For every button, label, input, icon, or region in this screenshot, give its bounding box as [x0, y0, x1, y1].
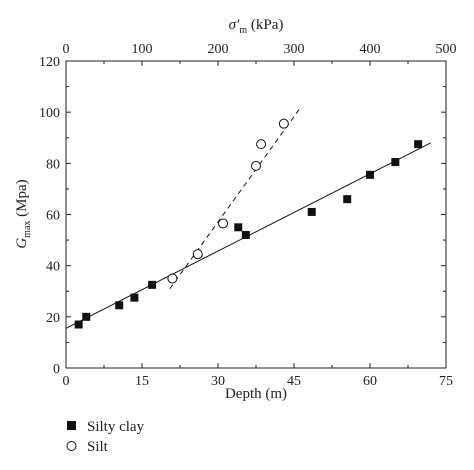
fit-lines	[65, 109, 432, 329]
silt-point	[192, 249, 203, 260]
legend-marker-silty-clay	[67, 421, 76, 430]
top-x-axis-title-unit: (kPa)	[247, 17, 283, 33]
top-x-tick-label: 500	[436, 42, 457, 57]
silt-point	[251, 160, 261, 171]
silty-clay-point	[115, 301, 124, 310]
top-x-axis-title-main: σ′	[229, 17, 240, 33]
silt-point	[278, 118, 289, 129]
silty-clay-point	[148, 280, 157, 289]
x-axis-title: Depth (m)	[225, 386, 287, 402]
silty-clay-point	[130, 293, 139, 302]
y-axis-title-unit: (Mpa)	[14, 179, 30, 220]
y-tick-label: 20	[46, 311, 60, 326]
silty-clay-point	[234, 223, 243, 232]
silty-clay-point	[82, 312, 91, 321]
x-tick-label: 0	[63, 374, 70, 389]
silt-point	[167, 273, 178, 284]
silty-clay-point	[414, 140, 423, 149]
top-x-axis-title: σ′m (kPa)	[229, 17, 284, 36]
top-x-tick-label: 100	[132, 42, 153, 57]
x-tick-label: 30	[211, 374, 225, 389]
y-axis-title-sub: max	[22, 221, 33, 238]
y-tick-label: 100	[39, 106, 60, 121]
silty-clay-point	[343, 195, 352, 204]
y-tick-label: 80	[46, 157, 60, 172]
data-points	[74, 118, 423, 329]
y-tick-label: 120	[39, 55, 60, 70]
y-axis-title-main: G	[14, 238, 30, 249]
x-tick-label: 45	[287, 374, 301, 389]
plot-frame	[65, 60, 447, 369]
x-tick-label: 75	[439, 374, 453, 389]
legend: Silty clay Silt	[66, 419, 145, 455]
legend-marker-silt	[66, 441, 77, 451]
silty-clay-point	[366, 170, 374, 179]
top-x-tick-label: 0	[63, 42, 70, 57]
x-tick-label: 15	[135, 374, 149, 389]
ticks-layer: 0 15 30 45 60 75 0 100 200 300 400 500 0 20 40 60 80 100 1…	[39, 42, 457, 389]
silt-point	[256, 139, 267, 150]
silty-clay-point	[241, 230, 250, 239]
top-x-tick-label: 400	[360, 42, 381, 57]
top-x-tick-label: 200	[208, 42, 229, 57]
silty-clay-point	[307, 207, 316, 216]
silty-clay-point	[391, 158, 400, 167]
top-x-axis-title-sub: m	[239, 25, 247, 36]
legend-label-silty-clay: Silty clay	[87, 419, 145, 435]
y-tick-label: 0	[53, 362, 60, 377]
legend-label-silt: Silt	[87, 439, 109, 455]
silty-clay-point	[74, 320, 83, 329]
y-tick-label: 40	[46, 260, 60, 275]
top-x-tick-label: 300	[284, 42, 305, 57]
y-tick-label: 60	[46, 209, 60, 224]
y-axis-title: Gmax (Mpa)	[14, 179, 33, 248]
silt-fit-line	[169, 109, 300, 289]
silt-point	[218, 218, 229, 229]
x-tick-label: 60	[363, 374, 377, 389]
